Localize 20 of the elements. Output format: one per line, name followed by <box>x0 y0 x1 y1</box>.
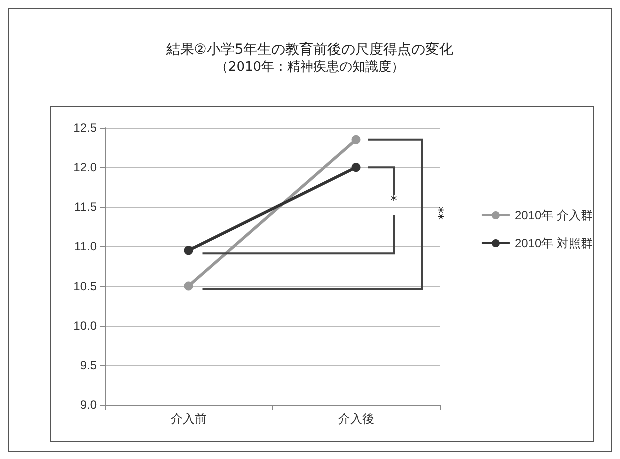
chart-title: 結果②小学5年生の教育前後の尺度得点の変化 <box>165 41 454 58</box>
legend-label: 2010年 対照群 <box>514 236 593 250</box>
chart-subtitle: （2010年：精神疾患の知識度） <box>215 59 405 75</box>
y-tick-label: 10.0 <box>74 318 98 333</box>
legend-label: 2010年 介入群 <box>514 208 593 222</box>
y-tick-label: 11.5 <box>74 200 98 214</box>
point <box>352 135 361 144</box>
annotation: * <box>390 194 398 209</box>
point <box>184 246 194 256</box>
y-tick-label: 11.0 <box>74 240 98 254</box>
point <box>184 282 194 291</box>
y-tick-label: 12.5 <box>74 121 98 135</box>
x-tick-label: 介入前 <box>170 412 207 426</box>
annotation: ** <box>430 206 446 220</box>
y-tick-label: 12.0 <box>74 160 98 175</box>
y-tick-label: 9.5 <box>80 358 98 372</box>
y-tick-label: 10.5 <box>74 279 98 294</box>
point <box>352 163 361 172</box>
x-tick-label: 介入後 <box>338 412 374 426</box>
y-tick-label: 9.0 <box>80 398 98 412</box>
